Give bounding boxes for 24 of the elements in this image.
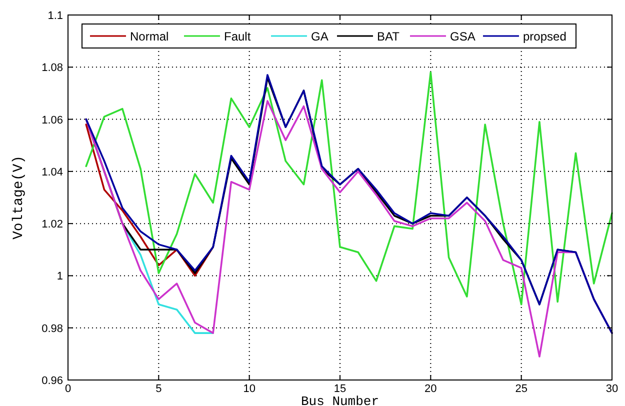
x-tick-label: 20 (424, 383, 437, 395)
y-tick-label: 0.98 (42, 322, 63, 335)
legend-label: propsed (523, 30, 566, 44)
x-tick-label: 10 (243, 383, 256, 395)
y-tick-label: 0.96 (42, 375, 63, 387)
legend-label: Fault (224, 30, 252, 44)
y-tick-label: 1.1 (48, 10, 63, 22)
x-tick-label: 25 (515, 383, 528, 395)
x-tick-label: 0 (64, 383, 72, 395)
y-tick-label: 1 (56, 270, 63, 283)
legend-label: GSA (450, 30, 476, 44)
legend-label: Normal (130, 30, 169, 44)
x-tick-label: 30 (606, 383, 618, 395)
y-tick-label: 1.08 (42, 62, 63, 74)
y-tick-label: 1.02 (42, 218, 63, 231)
line-series (85, 124, 214, 277)
x-tick-label: 5 (156, 383, 162, 395)
x-axis-title: Bus Number (300, 394, 380, 406)
y-tick-label: 1.06 (42, 114, 63, 126)
legend-label: GA (311, 30, 328, 44)
y-axis-title: Voltage(V) (11, 155, 27, 240)
x-tick-label: 15 (334, 383, 346, 395)
y-tick-label: 1.04 (42, 166, 63, 178)
legend-label: BAT (377, 30, 400, 44)
